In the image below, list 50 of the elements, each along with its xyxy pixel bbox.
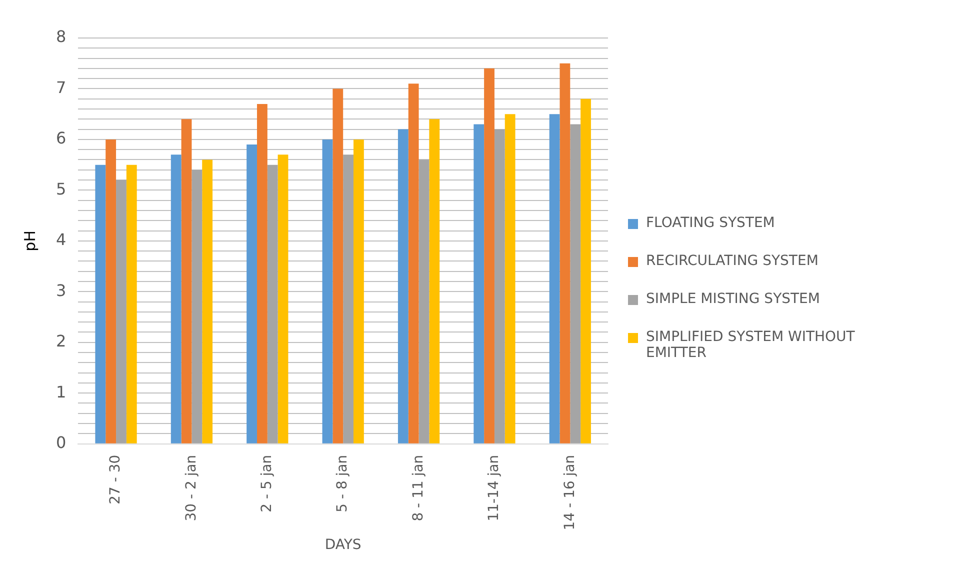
x-tick-label: 14 - 16 jan	[562, 454, 578, 530]
bar	[570, 124, 581, 444]
y-tick-label: 0	[56, 432, 66, 452]
bar	[549, 114, 560, 444]
bar	[246, 144, 257, 444]
bar	[202, 160, 213, 444]
bar	[256, 104, 268, 444]
legend-label: RECIRCULATING SYSTEM	[646, 253, 818, 269]
y-axis-title: pH	[20, 230, 39, 252]
y-tick-label: 7	[56, 78, 66, 97]
x-tick-label: 11-14 jan	[486, 454, 502, 522]
y-tick-label: 5	[56, 179, 66, 198]
y-tick-label: 8	[56, 27, 66, 46]
bar	[95, 164, 106, 444]
x-tick-label: 8 - 11 jan	[410, 454, 426, 522]
bar	[353, 139, 364, 444]
bar	[484, 68, 494, 444]
bar	[116, 180, 126, 444]
bar	[418, 160, 430, 444]
bar	[560, 63, 570, 444]
y-tick-label: 2	[56, 332, 66, 351]
legend-label: FLOATING SYSTEM	[646, 215, 775, 231]
y-tick-label: 4	[56, 230, 66, 250]
bar	[322, 139, 333, 444]
legend-label: SIMPLE MISTING SYSTEM	[646, 291, 820, 307]
bar	[343, 154, 354, 444]
bar	[278, 154, 288, 444]
x-tick-label: 2 - 5 jan	[259, 454, 276, 512]
y-tick-label: 3	[56, 280, 66, 300]
y-tick-label: 1	[56, 382, 66, 402]
x-tick-label: 5 - 8 jan	[334, 454, 351, 512]
bar	[170, 154, 182, 444]
x-tick-label: 30 - 2 jan	[183, 454, 200, 522]
bar	[126, 164, 137, 444]
x-axis-title: DAYS	[324, 537, 362, 554]
bar	[106, 139, 116, 444]
bar	[504, 114, 516, 444]
bar	[332, 88, 344, 444]
bar	[408, 84, 419, 444]
legend-label: SIMPLIFIED SYSTEM WITHOUT EMITTER	[646, 329, 856, 361]
bar	[580, 98, 591, 444]
bar	[494, 129, 505, 444]
x-tick-label: 27 - 30	[108, 454, 124, 504]
y-tick-label: 6	[56, 128, 66, 148]
bar	[429, 119, 440, 444]
bar	[474, 124, 484, 444]
bar	[267, 164, 278, 444]
bar	[398, 129, 408, 444]
bar	[181, 119, 192, 444]
bar	[192, 170, 202, 444]
